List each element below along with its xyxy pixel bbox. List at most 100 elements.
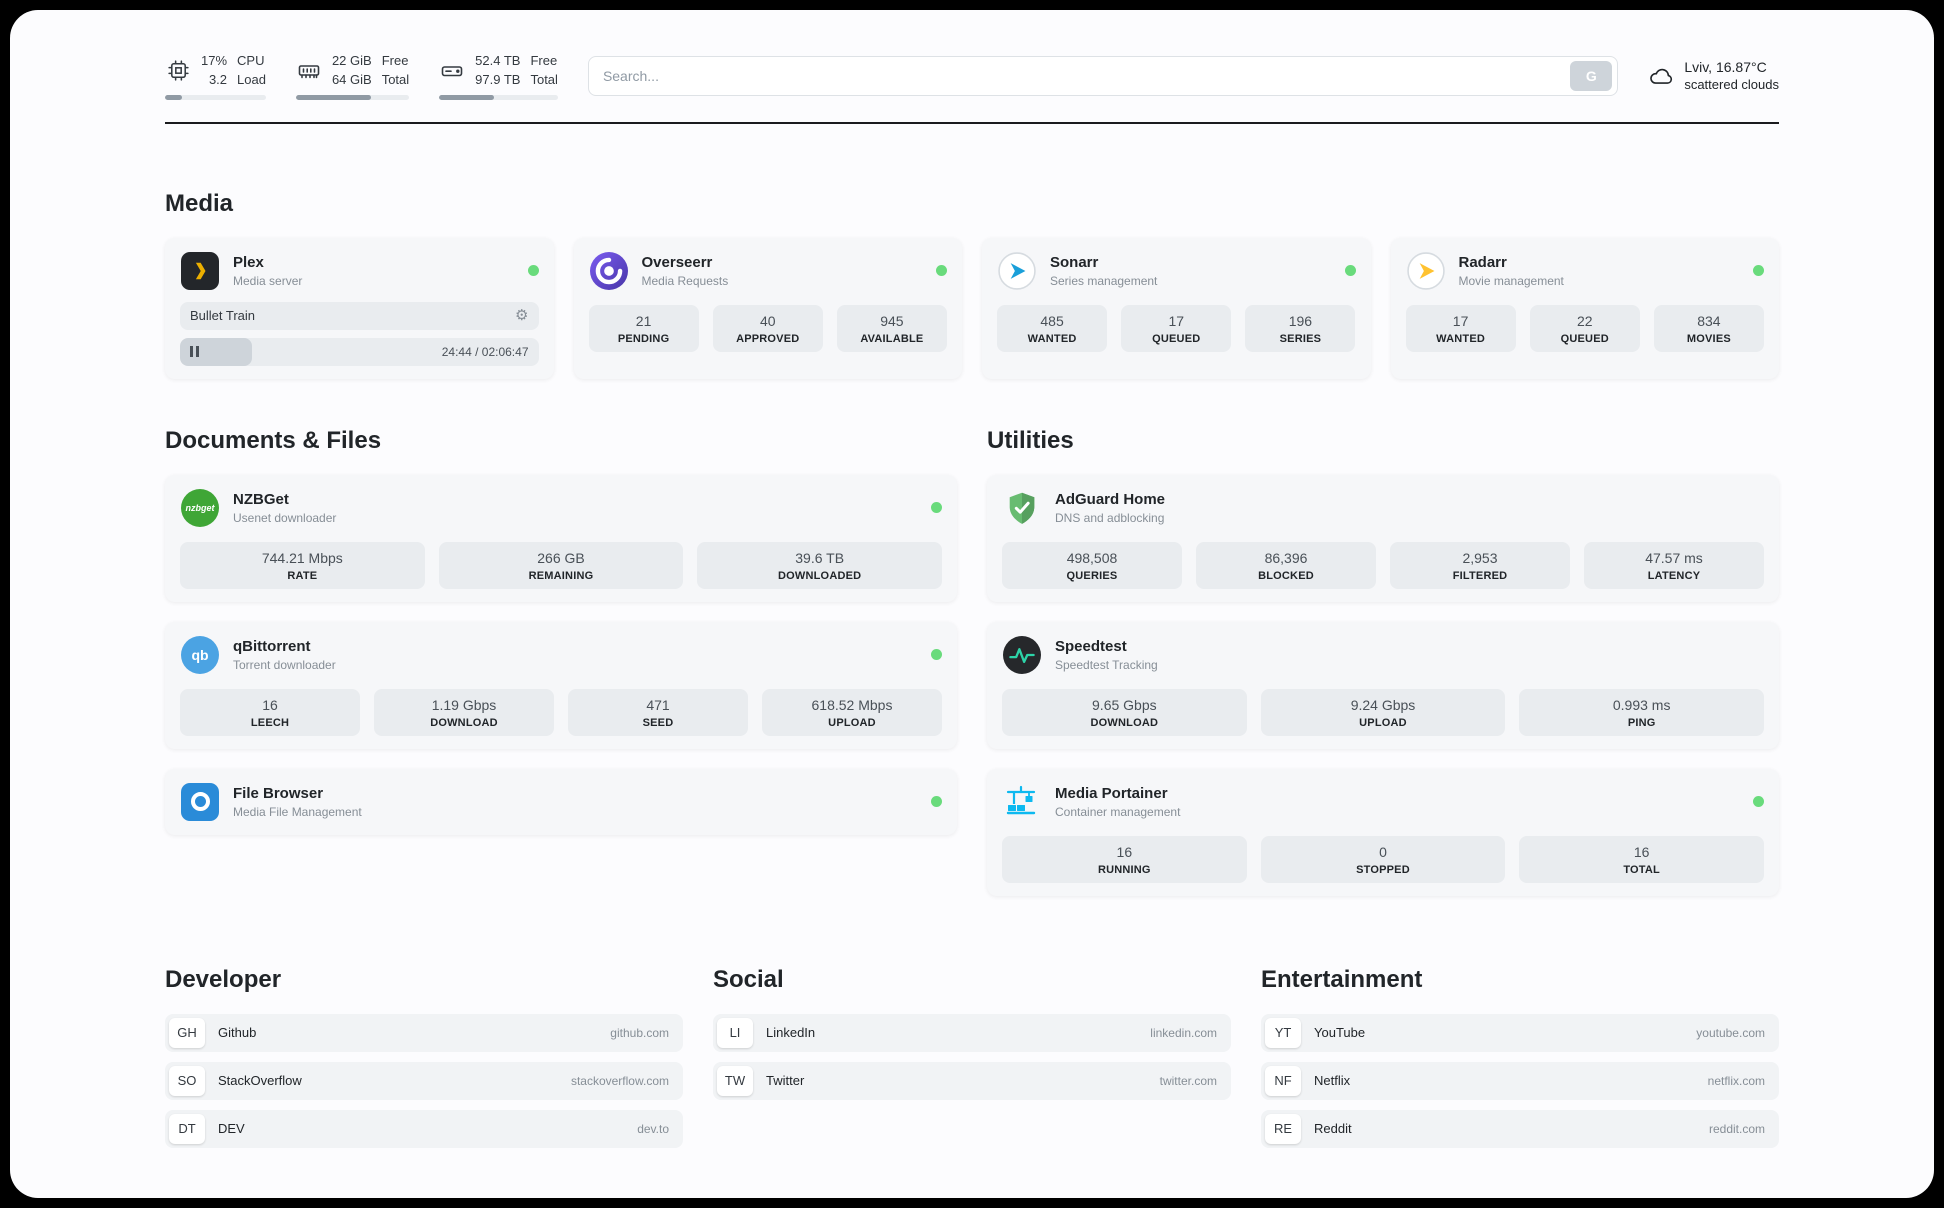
- app-card-adguard[interactable]: AdGuard Home DNS and adblocking 498,508 …: [987, 474, 1779, 602]
- cpu-percent: 17%: [201, 53, 228, 68]
- speedtest-name: Speedtest: [1055, 637, 1127, 655]
- app-card-nzbget[interactable]: nzbget NZBGet Usenet downloader 744.21 M…: [165, 474, 957, 602]
- qbittorrent-name: qBittorrent: [233, 637, 311, 655]
- dashboard-page: 17% 3.2 CPU Load: [10, 10, 1934, 1198]
- stat-label: LATENCY: [1647, 569, 1701, 582]
- adguard-name: AdGuard Home: [1055, 490, 1166, 508]
- app-card-qbittorrent[interactable]: qb qBittorrent Torrent downloader 16: [165, 621, 957, 749]
- stat-label: WANTED: [1027, 332, 1077, 345]
- stat-box: 196 SERIES: [1245, 304, 1356, 352]
- ram-free-value: 22 GiB: [331, 53, 372, 68]
- stat-value: 16: [262, 696, 278, 713]
- app-card-filebrowser[interactable]: File Browser Media File Management: [165, 768, 957, 835]
- bookmark-youtube[interactable]: YT YouTube youtube.com: [1261, 1013, 1779, 1052]
- pause-icon[interactable]: [190, 346, 199, 358]
- stat-label: TOTAL: [1623, 863, 1660, 876]
- stat-value: 2,953: [1462, 549, 1498, 566]
- ram-icon: [296, 58, 322, 84]
- bookmark-twitter[interactable]: TW Twitter twitter.com: [713, 1061, 1231, 1100]
- stat-box: 39.6 TB DOWNLOADED: [697, 541, 942, 589]
- bookmark-badge: TW: [717, 1065, 753, 1096]
- filebrowser-status-dot: [931, 796, 942, 808]
- gear-icon[interactable]: ⚙: [515, 307, 529, 325]
- bookmarks-entertainment: Entertainment YT YouTube youtube.com NF …: [1261, 896, 1779, 1158]
- plex-playback-time: 24:44 / 02:06:47: [441, 344, 529, 359]
- stat-box: 266 GB REMAINING: [438, 541, 684, 589]
- section-title-documents: Documents & Files: [165, 426, 382, 454]
- nzbget-name: NZBGet: [233, 490, 289, 508]
- overseerr-card-head: Overseerr Media Requests: [589, 251, 947, 291]
- bookmark-linkedin[interactable]: LI LinkedIn linkedin.com: [713, 1013, 1231, 1052]
- filebrowser-icon: [180, 782, 220, 822]
- nzbget-card-head: nzbget NZBGet Usenet downloader: [180, 488, 942, 528]
- overseerr-status-dot: [936, 265, 947, 277]
- weather-condition: scattered clouds: [1684, 77, 1779, 93]
- bookmark-reddit[interactable]: RE Reddit reddit.com: [1261, 1109, 1779, 1148]
- app-card-overseerr[interactable]: Overseerr Media Requests 21 PENDING 40 A…: [573, 237, 962, 379]
- search-input[interactable]: [602, 67, 1571, 84]
- stat-box: 16 RUNNING: [1002, 835, 1247, 883]
- stat-box: 0.993 ms PING: [1519, 688, 1764, 736]
- ram-widget: 22 GiB 64 GiB Free Total: [295, 52, 410, 100]
- radarr-subtitle: Movie management: [1458, 273, 1564, 288]
- plex-playback-bar[interactable]: 24:44 / 02:06:47: [180, 337, 539, 366]
- qbittorrent-subtitle: Torrent downloader: [233, 657, 336, 672]
- sonarr-status-dot: [1344, 265, 1356, 277]
- stat-label: RUNNING: [1097, 863, 1151, 876]
- ram-labels: Free Total: [382, 52, 409, 90]
- app-card-plex[interactable]: Plex Media server Bullet Train ⚙ 24:44 /…: [165, 237, 554, 379]
- plex-icon: [180, 251, 220, 291]
- disk-labels: Free Total: [530, 52, 557, 90]
- bookmark-netflix[interactable]: NF Netflix netflix.com: [1261, 1061, 1779, 1100]
- disk-free-value: 52.4 TB: [475, 53, 521, 68]
- app-card-portainer[interactable]: Media Portainer Container management 16 …: [987, 768, 1779, 896]
- stat-value: 17: [1168, 312, 1185, 329]
- stat-box: 471 SEED: [568, 688, 748, 736]
- stat-value: 498,508: [1066, 549, 1118, 566]
- stat-box: 1.19 Gbps DOWNLOAD: [374, 688, 554, 736]
- sonarr-card-head: Sonarr Series management: [997, 251, 1356, 291]
- stat-box: 86,396 BLOCKED: [1196, 541, 1376, 589]
- sonarr-icon: [997, 251, 1037, 291]
- stat-value: 0.993 ms: [1612, 696, 1671, 713]
- sonarr-stats: 485 WANTED 17 QUEUED 196 SERIES: [997, 304, 1356, 352]
- bookmark-name: Twitter: [766, 1073, 805, 1089]
- stat-box: 498,508 QUERIES: [1002, 541, 1182, 589]
- bookmark-badge: SO: [169, 1065, 205, 1096]
- stat-label: FILTERED: [1452, 569, 1508, 582]
- app-card-sonarr[interactable]: Sonarr Series management 485 WANTED 17 Q…: [982, 237, 1371, 379]
- qbittorrent-icon: qb: [180, 635, 220, 675]
- portainer-status-dot: [1753, 796, 1764, 808]
- bookmark-dev[interactable]: DT DEV dev.to: [165, 1109, 683, 1148]
- app-card-radarr[interactable]: Radarr Movie management 17 WANTED 22 QUE…: [1390, 237, 1779, 379]
- search-engine-button[interactable]: G: [1570, 60, 1613, 91]
- stat-label: REMAINING: [528, 569, 594, 582]
- speedtest-icon: [1002, 635, 1042, 675]
- stat-label: DOWNLOAD: [430, 716, 498, 729]
- weather-widget: Lviv, 16.87°C scattered clouds: [1648, 59, 1779, 92]
- stat-box: 22 QUEUED: [1529, 304, 1640, 352]
- sonarr-texts: Sonarr Series management: [1050, 254, 1157, 288]
- bookmark-url: stackoverflow.com: [570, 1073, 669, 1088]
- stat-box: 16 TOTAL: [1519, 835, 1764, 883]
- ram-values: 22 GiB 64 GiB: [332, 52, 372, 90]
- cpu-values: 17% 3.2: [201, 52, 227, 90]
- disk-widget-row: 52.4 TB 97.9 TB Free Total: [439, 52, 558, 90]
- cpu-label: CPU: [237, 53, 265, 68]
- section-title-utilities: Utilities: [987, 426, 1074, 454]
- speedtest-texts: Speedtest Speedtest Tracking: [1055, 638, 1158, 672]
- weather-texts: Lviv, 16.87°C scattered clouds: [1684, 59, 1779, 92]
- adguard-subtitle: DNS and adblocking: [1055, 510, 1165, 525]
- bookmark-badge: NF: [1265, 1065, 1301, 1096]
- portainer-texts: Media Portainer Container management: [1055, 785, 1180, 819]
- utilities-cards: AdGuard Home DNS and adblocking 498,508 …: [987, 474, 1779, 896]
- disk-total-label: Total: [530, 71, 558, 87]
- stat-label: SEED: [642, 716, 674, 729]
- bookmark-stackoverflow[interactable]: SO StackOverflow stackoverflow.com: [165, 1061, 683, 1100]
- bookmark-badge: YT: [1265, 1017, 1301, 1048]
- stat-label: QUEUED: [1152, 332, 1201, 345]
- disk-free-label: Free: [530, 53, 558, 68]
- app-card-speedtest[interactable]: Speedtest Speedtest Tracking 9.65 Gbps D…: [987, 621, 1779, 749]
- portainer-card-head: Media Portainer Container management: [1002, 782, 1764, 822]
- bookmark-github[interactable]: GH Github github.com: [165, 1013, 683, 1052]
